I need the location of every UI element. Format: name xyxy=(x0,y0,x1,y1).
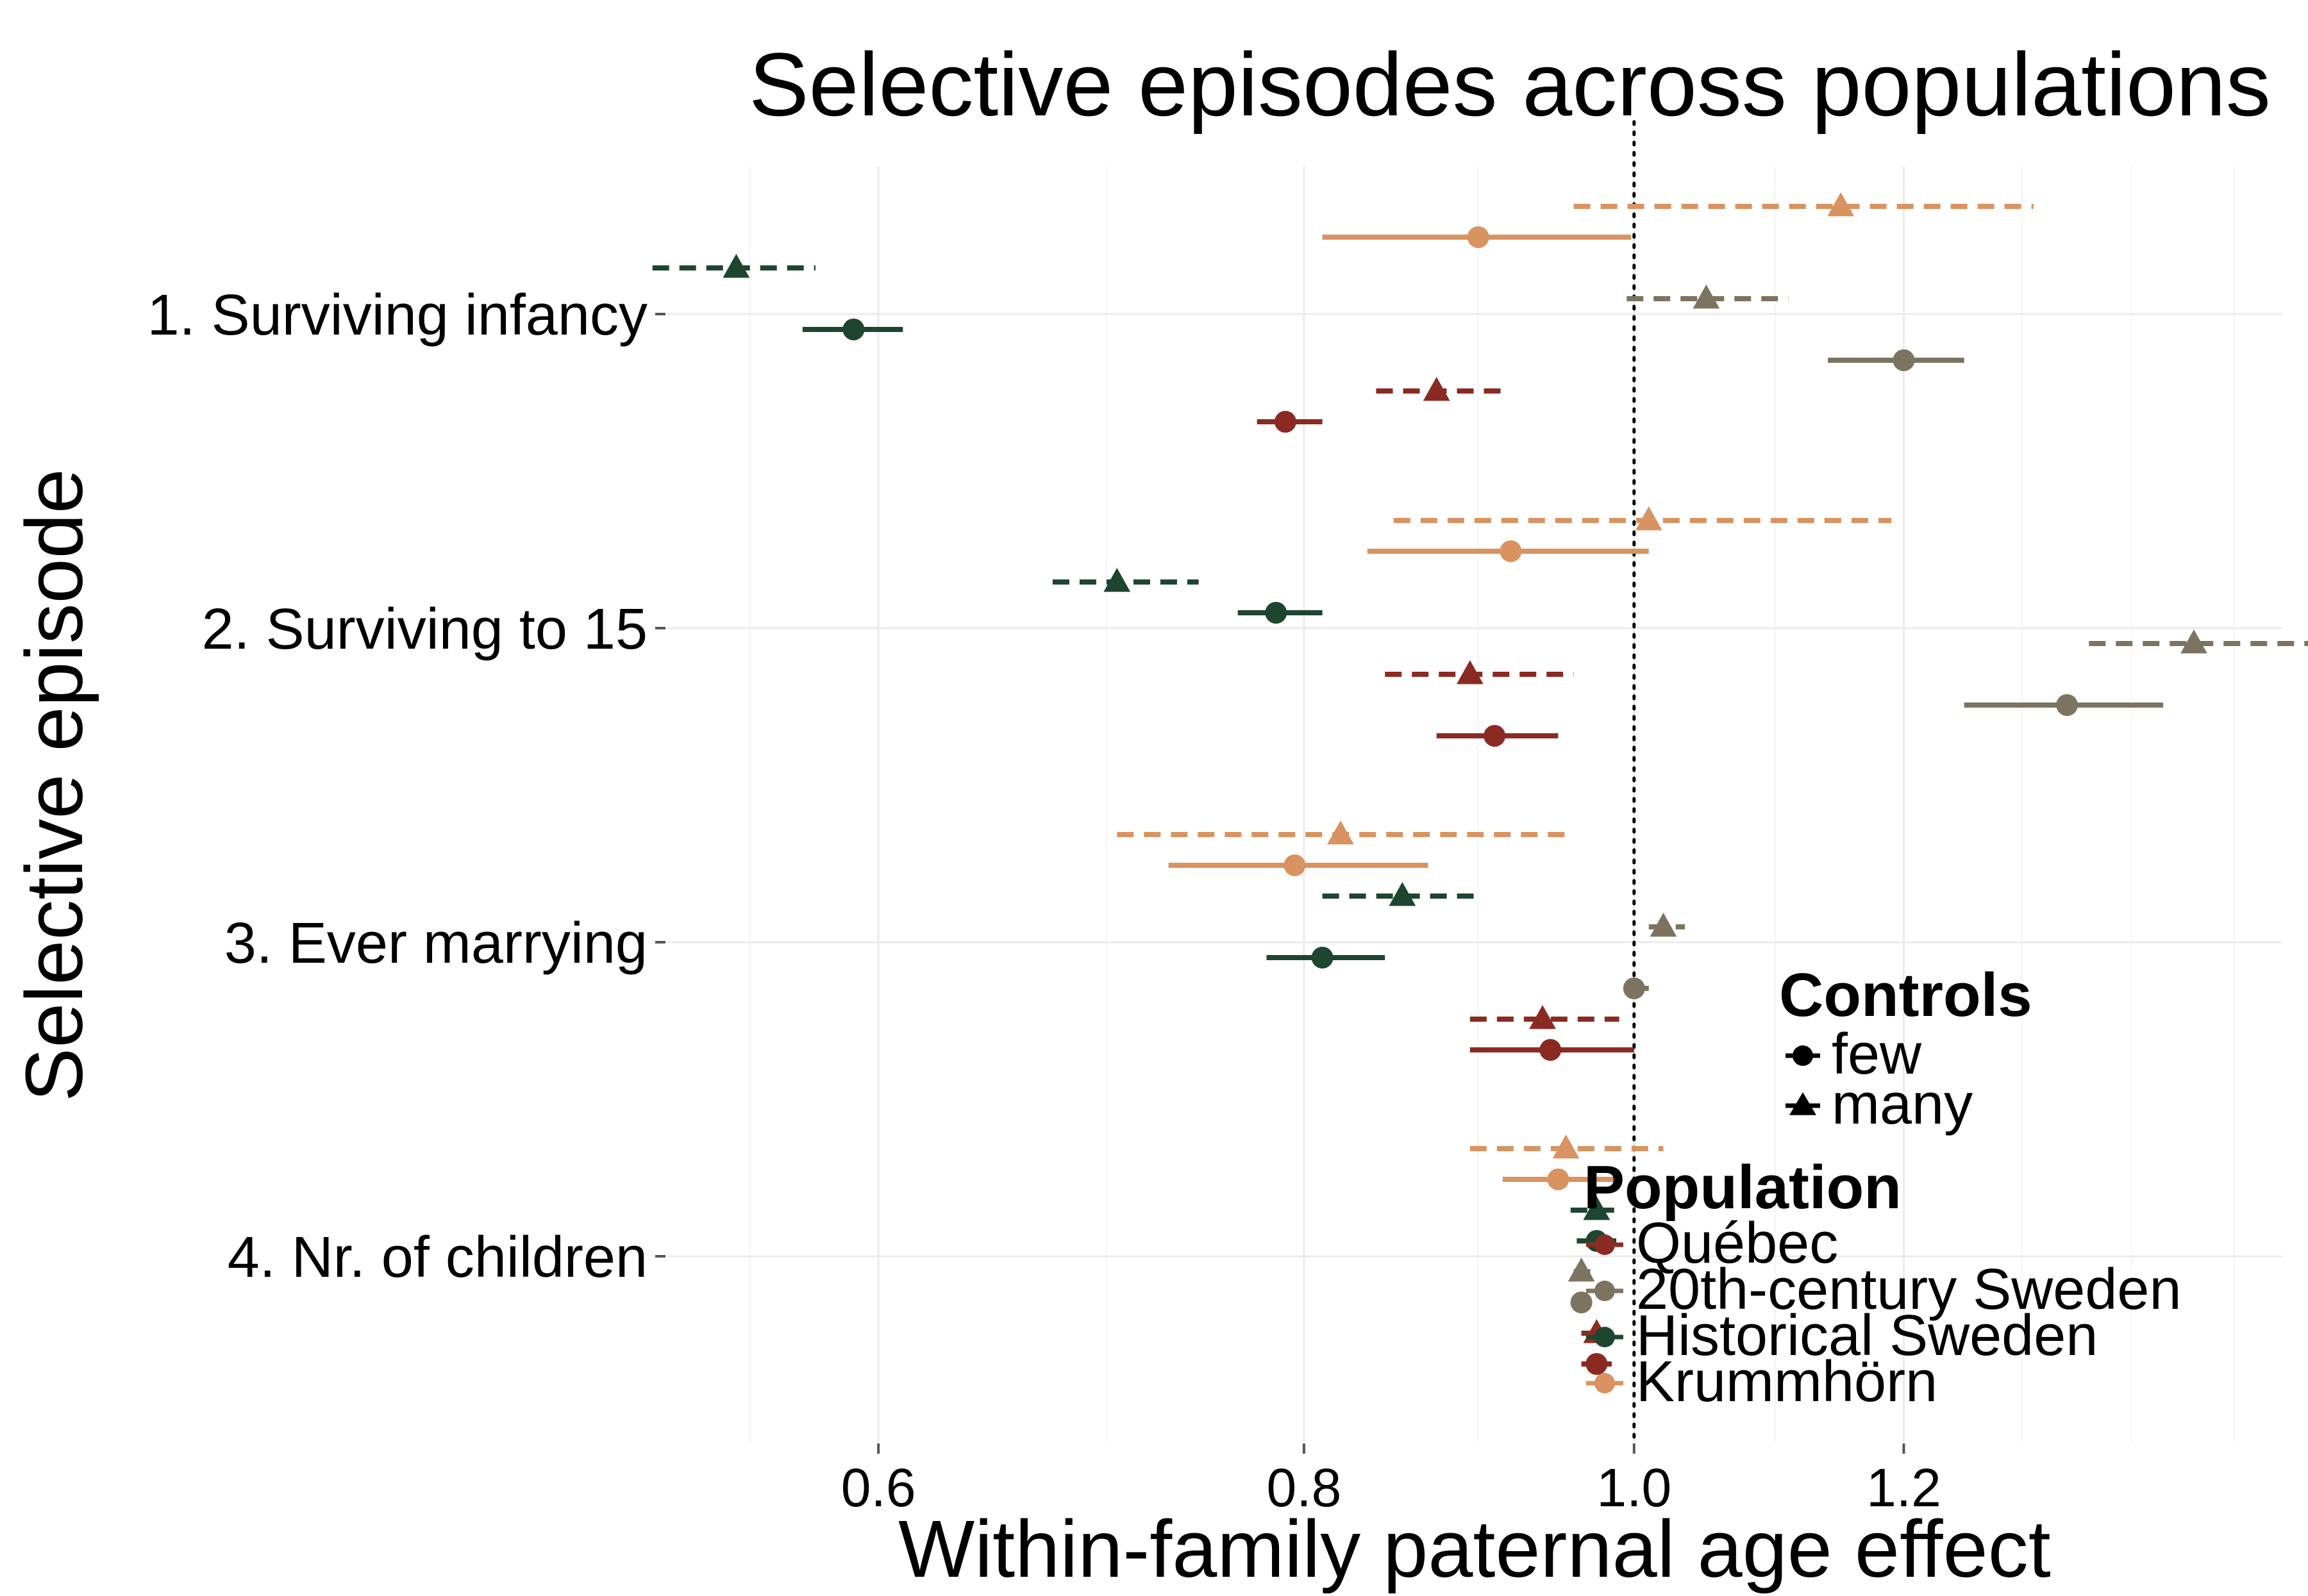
point-circle xyxy=(1467,226,1489,248)
estimate-many xyxy=(1385,660,1574,685)
x-axis-ticks: 0.6 0.8 1.0 1.2 xyxy=(841,1443,1941,1518)
y-tick-label: 2. Surviving to 15 xyxy=(202,597,648,661)
estimate-few xyxy=(1168,854,1428,876)
point-triangle xyxy=(1568,1258,1595,1282)
point-triangle xyxy=(1456,660,1484,685)
point-circle xyxy=(1585,1353,1608,1375)
point-circle xyxy=(1570,1292,1593,1313)
point-triangle xyxy=(1827,192,1855,217)
axes: 1. Surviving infancy 2. Surviving to 15 3.… xyxy=(147,283,1941,1518)
y-axis-label: Selective episode xyxy=(9,469,99,1102)
estimate-many xyxy=(1568,1258,1595,1282)
legend-population-label: Québec xyxy=(1636,1211,1838,1276)
point-circle xyxy=(1274,411,1296,433)
grid xyxy=(667,167,2282,1442)
point-circle xyxy=(2056,694,2078,716)
estimate-few xyxy=(1257,411,1323,433)
legend-controls-label: few xyxy=(1832,1022,1922,1086)
point-triangle xyxy=(1693,285,1720,309)
estimate-many xyxy=(1469,1135,1664,1159)
legend-population-label: 20th-century Sweden xyxy=(1636,1258,2182,1322)
estimate-few xyxy=(1266,947,1385,968)
point-circle xyxy=(1500,540,1522,562)
estimate-many xyxy=(1573,192,2034,217)
point-triangle xyxy=(1389,882,1416,906)
estimate-many xyxy=(1648,913,1685,937)
estimate-many xyxy=(1393,506,1892,531)
point-triangle xyxy=(1327,820,1354,845)
point-circle xyxy=(1893,349,1915,371)
point-triangle xyxy=(1583,1196,1610,1220)
legend-key-circle xyxy=(1594,1281,1615,1301)
y-tick-label: 4. Nr. of children xyxy=(228,1226,648,1290)
legend-key-circle xyxy=(1594,1327,1615,1347)
x-tick-label: 1.2 xyxy=(1866,1458,1941,1518)
point-circle xyxy=(1284,854,1306,876)
estimate-few xyxy=(1322,226,1632,248)
legend-population-label: Krummhörn xyxy=(1636,1350,1937,1414)
x-tick-label: 0.6 xyxy=(841,1458,916,1518)
point-triangle xyxy=(1650,913,1677,937)
x-tick-label: 1.0 xyxy=(1596,1458,1671,1518)
estimate-few xyxy=(1570,1292,1593,1313)
legend-controls-title: Controls xyxy=(1779,961,2032,1029)
chart-title: Selective episodes across populations xyxy=(749,34,2271,135)
estimate-many xyxy=(1376,377,1511,401)
point-triangle xyxy=(1635,506,1662,531)
marks xyxy=(652,192,2308,1375)
estimate-many xyxy=(1626,285,1789,309)
estimate-few xyxy=(1828,349,1964,371)
estimate-few xyxy=(1469,1039,1634,1061)
x-tick-label: 0.8 xyxy=(1267,1458,1342,1518)
legend-population-label: Historical Sweden xyxy=(1636,1304,2098,1368)
estimate-few xyxy=(802,319,903,340)
y-tick-label: 3. Ever marrying xyxy=(224,911,648,976)
legend-population-title: Population xyxy=(1584,1153,1902,1222)
point-circle xyxy=(1547,1168,1569,1190)
estimate-many xyxy=(1322,882,1478,906)
estimate-few xyxy=(1581,1353,1612,1375)
estimate-few xyxy=(1436,725,1559,747)
point-triangle xyxy=(1552,1135,1580,1159)
legend-key-circle xyxy=(1793,1045,1813,1066)
estimate-many xyxy=(1469,1005,1619,1029)
point-circle xyxy=(842,319,865,340)
estimate-few xyxy=(1964,694,2164,716)
point-triangle xyxy=(2180,629,2207,654)
point-triangle xyxy=(1423,377,1450,401)
y-tick-label: 1. Surviving infancy xyxy=(147,283,648,347)
estimate-few xyxy=(1237,602,1323,624)
estimate-many xyxy=(652,254,815,278)
legend-key-triangle xyxy=(1789,1092,1816,1115)
legend-key-circle xyxy=(1594,1234,1615,1255)
point-circle xyxy=(1265,602,1287,624)
legend-controls-label: many xyxy=(1832,1072,1973,1136)
x-axis-label: Within-family paternal age effect xyxy=(898,1504,2051,1594)
estimate-many xyxy=(1117,820,1574,845)
estimate-many xyxy=(2089,629,2308,654)
point-triangle xyxy=(1103,568,1131,592)
estimate-few xyxy=(1502,1168,1619,1190)
estimate-few xyxy=(1367,540,1649,562)
estimate-many xyxy=(1052,568,1199,592)
legend-key-circle xyxy=(1594,1373,1615,1393)
y-axis-ticks: 1. Surviving infancy 2. Surviving to 15 3.… xyxy=(147,283,665,1290)
point-circle xyxy=(1539,1039,1562,1061)
point-circle xyxy=(1484,725,1506,747)
point-triangle xyxy=(1529,1005,1556,1029)
point-circle xyxy=(1311,947,1334,968)
point-circle xyxy=(1623,977,1645,999)
estimate-many xyxy=(1570,1196,1619,1220)
estimate-few xyxy=(1623,977,1649,999)
point-triangle xyxy=(723,254,750,278)
